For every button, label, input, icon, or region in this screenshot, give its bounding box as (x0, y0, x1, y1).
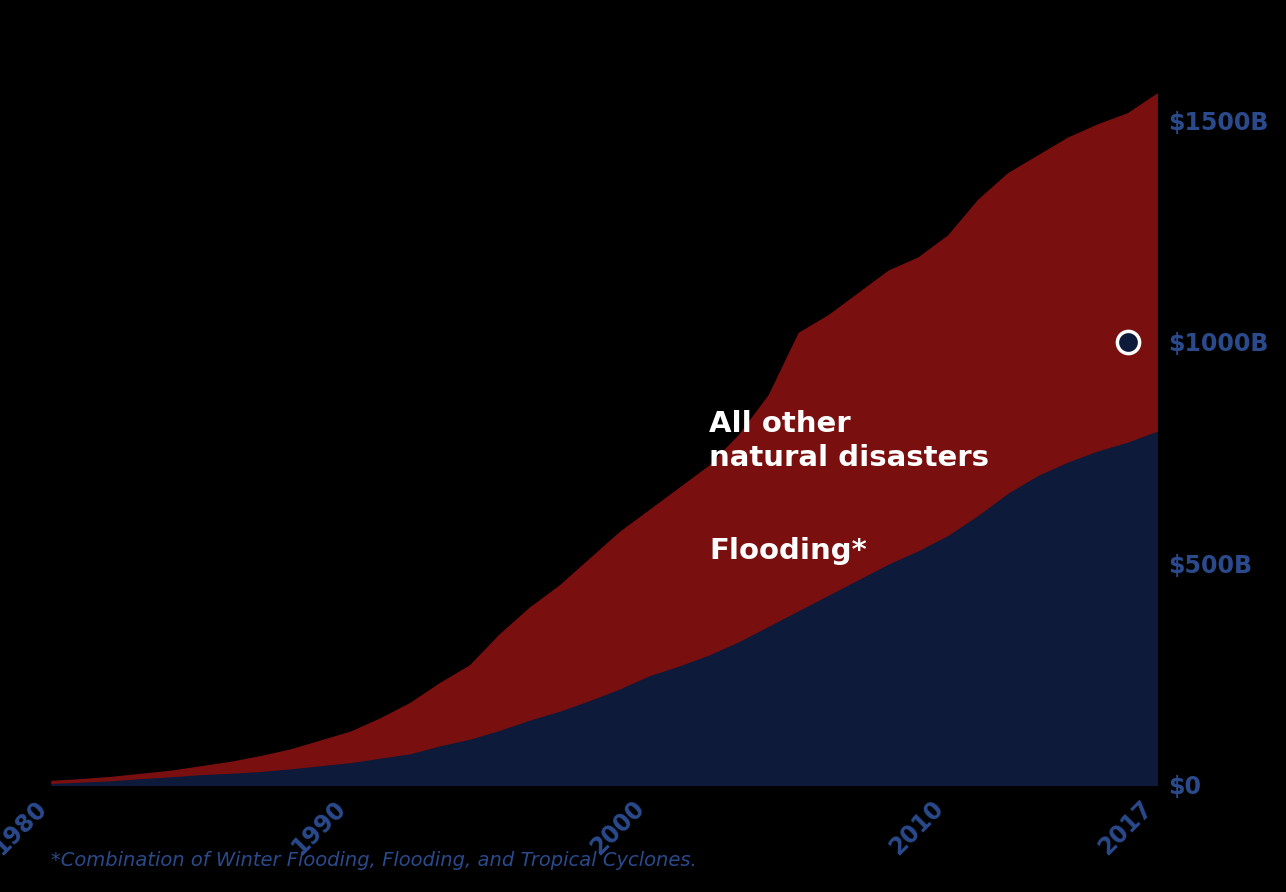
Text: Flooding*: Flooding* (710, 537, 867, 565)
Text: *Combination of Winter Flooding, Flooding, and Tropical Cyclones.: *Combination of Winter Flooding, Floodin… (51, 851, 697, 870)
Text: All other
natural disasters: All other natural disasters (710, 410, 989, 473)
